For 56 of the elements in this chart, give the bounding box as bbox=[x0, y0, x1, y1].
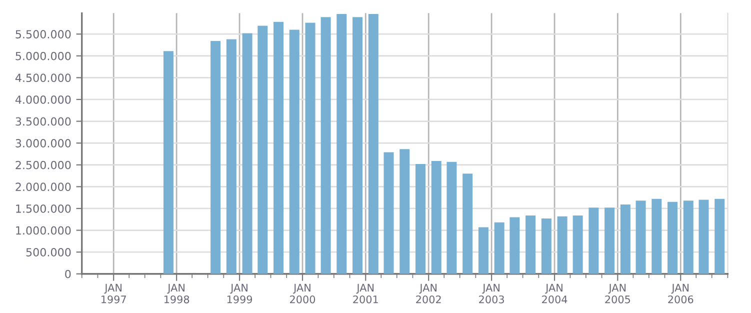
x-tick-label: JAN 2006 bbox=[668, 284, 694, 304]
y-tick-label: 1.500.000 bbox=[16, 204, 71, 213]
x-tick-label: JAN 1998 bbox=[164, 284, 190, 304]
x-tick-label: JAN 1999 bbox=[227, 284, 252, 304]
bar bbox=[588, 208, 599, 274]
x-tick-label: JAN 2002 bbox=[416, 284, 441, 304]
bar bbox=[478, 227, 488, 274]
bar bbox=[289, 30, 300, 274]
bar bbox=[384, 152, 394, 274]
bar bbox=[541, 218, 552, 274]
bar bbox=[446, 162, 457, 274]
bar bbox=[683, 200, 694, 274]
bar bbox=[415, 164, 426, 274]
bar bbox=[352, 17, 363, 274]
bar bbox=[242, 33, 252, 274]
bar bbox=[305, 22, 316, 274]
x-tick-label: JAN 1997 bbox=[101, 284, 126, 304]
bar bbox=[400, 149, 410, 274]
bar bbox=[274, 22, 284, 274]
y-tick-label: 500.000 bbox=[26, 248, 71, 256]
bar bbox=[226, 39, 236, 274]
bar bbox=[572, 215, 583, 274]
x-tick-label: JAN 2005 bbox=[605, 284, 630, 304]
y-tick-label: 1.000.000 bbox=[16, 226, 71, 235]
bar bbox=[494, 222, 504, 274]
bar bbox=[604, 208, 615, 274]
x-tick-label: JAN 2003 bbox=[479, 284, 504, 304]
bar bbox=[320, 17, 331, 274]
bar bbox=[526, 215, 536, 274]
y-tick-label: 3.500.000 bbox=[16, 117, 71, 126]
bar bbox=[258, 26, 268, 274]
bar bbox=[368, 14, 378, 274]
bar bbox=[431, 160, 442, 274]
bar bbox=[668, 202, 678, 274]
y-tick-label: 4.500.000 bbox=[15, 74, 71, 82]
y-tick-label: 5.000.000 bbox=[16, 52, 71, 60]
bar bbox=[510, 217, 520, 274]
bar bbox=[620, 204, 630, 274]
bar bbox=[163, 51, 174, 274]
x-tick-label: JAN 2004 bbox=[542, 284, 568, 304]
bar bbox=[636, 200, 646, 274]
bar bbox=[714, 198, 725, 274]
bar bbox=[210, 41, 221, 274]
y-tick-label: 0 bbox=[65, 270, 71, 278]
x-tick-label: JAN 2000 bbox=[290, 284, 316, 304]
bar bbox=[652, 198, 662, 274]
y-tick-label: 2.000.000 bbox=[16, 182, 71, 192]
bar bbox=[336, 14, 347, 274]
y-tick-label: 3.000.000 bbox=[16, 139, 71, 148]
y-tick-label: 5.500.000 bbox=[16, 30, 71, 38]
bar bbox=[698, 200, 709, 274]
y-tick-label: 2.500.000 bbox=[16, 160, 71, 170]
bar bbox=[462, 174, 473, 274]
y-tick-label: 4.000.000 bbox=[15, 95, 71, 104]
x-tick-label: JAN 2001 bbox=[353, 284, 378, 304]
bar bbox=[557, 216, 568, 274]
